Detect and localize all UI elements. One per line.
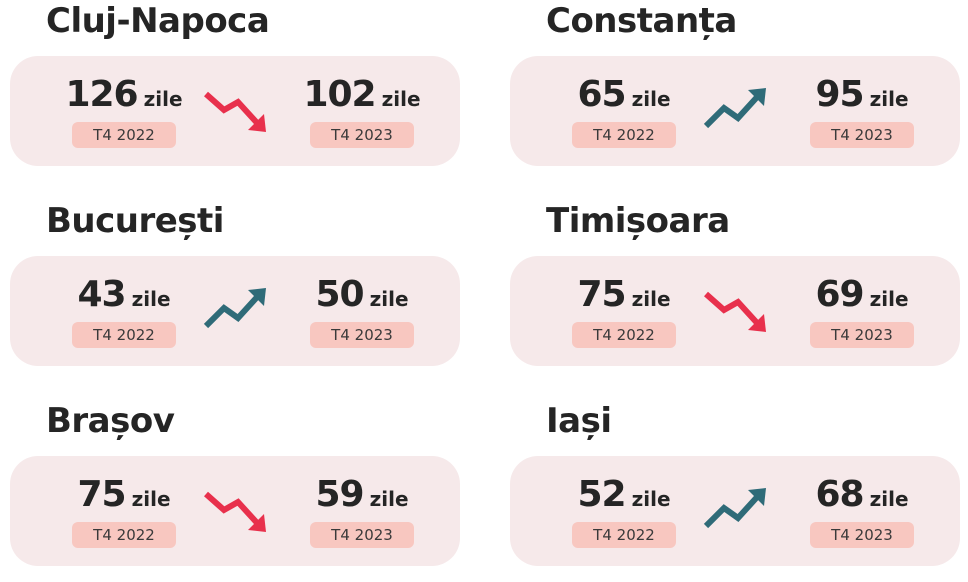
period-badge: T4 2023: [310, 122, 414, 148]
period-badge: T4 2023: [810, 322, 914, 348]
city-name: Constanța: [546, 1, 737, 41]
city-block-timisoara: Timișoara 75 zile T4 2022 69 zile T4 2023: [510, 201, 960, 382]
unit-label: zile: [869, 87, 909, 111]
stats-card: 52 zile T4 2022 68 zile T4 2023: [510, 456, 960, 566]
period-badge: T4 2022: [72, 122, 176, 148]
trend-down-icon: [200, 484, 270, 534]
city-name: Iași: [546, 401, 612, 441]
stat-before: 75 zile T4 2022: [54, 470, 194, 550]
trend-up-icon: [200, 284, 270, 334]
value-after: 69: [815, 274, 864, 315]
period-badge: T4 2023: [810, 522, 914, 548]
value-after: 95: [815, 74, 864, 115]
stat-before: 52 zile T4 2022: [554, 470, 694, 550]
period-badge: T4 2022: [72, 322, 176, 348]
period-badge: T4 2022: [572, 122, 676, 148]
value-before: 65: [577, 74, 626, 115]
unit-label: zile: [631, 87, 671, 111]
stat-before: 75 zile T4 2022: [554, 270, 694, 350]
unit-label: zile: [869, 287, 909, 311]
city-name: Cluj-Napoca: [46, 1, 270, 41]
period-badge: T4 2023: [810, 122, 914, 148]
stat-after: 102 zile T4 2023: [292, 70, 432, 150]
stats-card: 65 zile T4 2022 95 zile T4 2023: [510, 56, 960, 166]
unit-label: zile: [631, 287, 671, 311]
city-block-constanta: Constanța 65 zile T4 2022 95 zile T4 2023: [510, 1, 960, 182]
period-badge: T4 2022: [572, 322, 676, 348]
unit-label: zile: [869, 487, 909, 511]
stat-after: 95 zile T4 2023: [792, 70, 932, 150]
stat-before: 65 zile T4 2022: [554, 70, 694, 150]
stats-card: 126 zile T4 2022 102 zile T4 2023: [10, 56, 460, 166]
trend-up-icon: [700, 84, 770, 134]
city-block-iasi: Iași 52 zile T4 2022 68 zile T4 2023: [510, 401, 960, 582]
city-block-brasov: Brașov 75 zile T4 2022 59 zile T4 2023: [10, 401, 460, 582]
value-after: 50: [315, 274, 364, 315]
period-badge: T4 2022: [572, 522, 676, 548]
unit-label: zile: [369, 287, 409, 311]
value-after: 59: [315, 474, 364, 515]
city-name: București: [46, 201, 224, 241]
stat-before: 126 zile T4 2022: [54, 70, 194, 150]
value-before: 43: [77, 274, 126, 315]
value-before: 126: [65, 74, 138, 115]
unit-label: zile: [143, 87, 183, 111]
stats-card: 43 zile T4 2022 50 zile T4 2023: [10, 256, 460, 366]
period-badge: T4 2023: [310, 322, 414, 348]
period-badge: T4 2022: [72, 522, 176, 548]
value-after: 68: [815, 474, 864, 515]
value-before: 75: [577, 274, 626, 315]
stat-after: 59 zile T4 2023: [292, 470, 432, 550]
value-before: 75: [77, 474, 126, 515]
unit-label: zile: [381, 87, 421, 111]
value-after: 102: [303, 74, 376, 115]
unit-label: zile: [131, 287, 171, 311]
stat-before: 43 zile T4 2022: [54, 270, 194, 350]
trend-down-icon: [700, 284, 770, 334]
city-block-cluj-napoca: Cluj-Napoca 126 zile T4 2022 102 zile T4 2…: [10, 1, 460, 182]
stat-after: 50 zile T4 2023: [292, 270, 432, 350]
unit-label: zile: [131, 487, 171, 511]
city-name: Brașov: [46, 401, 175, 441]
stats-card: 75 zile T4 2022 59 zile T4 2023: [10, 456, 460, 566]
city-block-bucuresti: București 43 zile T4 2022 50 zile T4 2023: [10, 201, 460, 382]
trend-down-icon: [200, 84, 270, 134]
trend-up-icon: [700, 484, 770, 534]
value-before: 52: [577, 474, 626, 515]
stats-card: 75 zile T4 2022 69 zile T4 2023: [510, 256, 960, 366]
period-badge: T4 2023: [310, 522, 414, 548]
unit-label: zile: [631, 487, 671, 511]
stat-after: 69 zile T4 2023: [792, 270, 932, 350]
city-name: Timișoara: [546, 201, 730, 241]
stat-after: 68 zile T4 2023: [792, 470, 932, 550]
unit-label: zile: [369, 487, 409, 511]
